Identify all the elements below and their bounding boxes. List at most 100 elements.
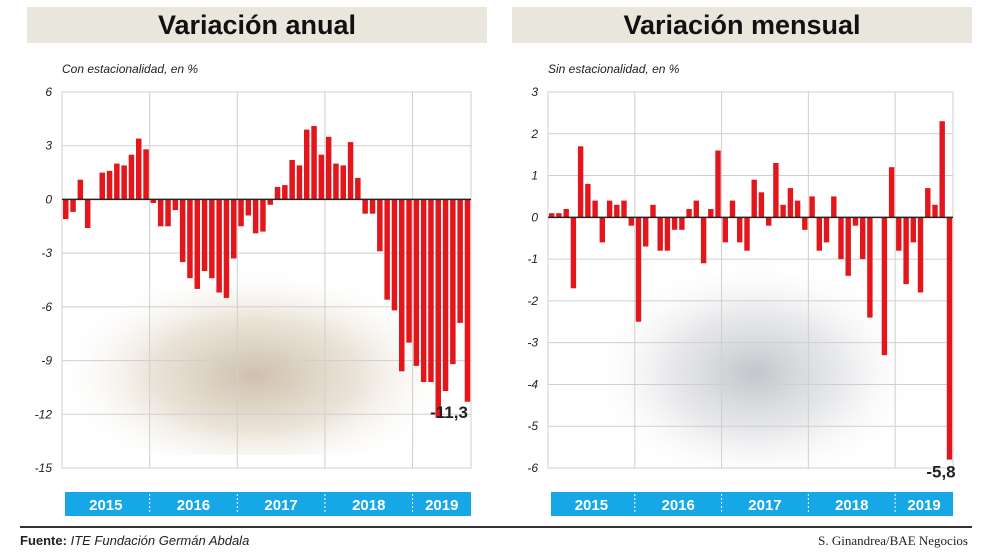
bar [384,199,390,300]
y-tick-label: 0 [45,192,52,206]
bar [693,200,699,218]
bar [457,199,463,323]
source-text: ITE Fundación Germán Abdala [70,533,250,548]
year-label: 2017 [748,497,781,514]
bar [114,163,120,200]
bar [84,199,91,228]
bar [377,199,383,252]
year-label: 2018 [835,497,868,514]
year-label: 2016 [177,497,210,514]
bar [585,183,591,218]
y-tick-label: -1 [527,252,538,266]
bar [428,199,434,382]
bar [391,199,398,311]
bar [128,154,135,200]
bar [340,165,346,200]
bar [888,167,895,218]
bar [442,199,449,391]
bar [77,179,84,200]
bar [318,154,325,200]
bar [845,217,851,276]
year-label: 2015 [89,497,122,514]
bar [939,121,945,218]
bar [311,126,317,200]
bar [274,186,281,200]
bar [435,199,441,418]
bar [773,163,779,218]
bar [333,163,339,200]
y-tick-label: -4 [527,377,538,391]
bar [172,199,179,211]
bar [852,217,859,226]
bar [99,172,105,200]
bar [406,199,412,343]
subtitle-annual: Con estacionalidad, en % [62,62,199,76]
y-tick-label: -2 [527,294,538,308]
y-tick-label: 1 [531,169,538,183]
bar [946,217,953,460]
bar [362,199,368,214]
bar [223,199,230,298]
credit: S. Ginandrea/BAE Negocios [818,533,968,548]
bar [150,199,157,203]
bar [252,199,259,234]
bar [201,199,208,271]
year-label: 2019 [907,497,940,514]
year-label: 2019 [425,497,458,514]
bar [369,199,376,214]
bar [635,217,642,322]
bar [787,188,794,218]
background-photo-supermarket [600,255,910,470]
bar [744,217,750,251]
bar [881,217,888,356]
bar [420,199,427,382]
bar [289,160,295,200]
bar [347,142,354,200]
bar [896,217,902,251]
bar [671,217,678,230]
bar [599,217,605,243]
bar [165,199,171,227]
bar [570,217,577,289]
bar [794,200,801,218]
bar [238,199,244,227]
bar [121,165,127,200]
bar [867,217,873,318]
bar [450,199,456,365]
bar [63,199,69,220]
bar [296,165,303,200]
bar [136,138,142,200]
bar [628,217,634,226]
bar [106,170,113,200]
last-value-label: -11,3 [430,403,468,422]
bar [722,217,728,243]
y-tick-label: -9 [41,354,52,368]
bar [464,199,471,402]
bar [143,149,149,200]
y-tick-label: -6 [527,461,538,475]
bar [70,199,76,212]
bar [355,177,361,200]
bar [592,200,598,218]
bar [260,199,266,232]
bar [802,217,808,230]
bar [216,199,222,293]
year-band [551,492,953,516]
bar [621,200,627,218]
bar [209,199,215,279]
bar [556,213,562,218]
bar [686,209,692,218]
bar [549,213,555,218]
bar [231,199,237,259]
bar [664,217,671,251]
bar [606,200,613,218]
bar [614,204,620,218]
chart-title-annual: Variación anual [27,7,487,43]
bar [157,199,164,227]
bar [282,185,288,200]
bar [860,217,866,260]
last-value-label: -5,8 [926,463,955,482]
source-label: Fuente: [20,533,67,548]
bar [823,217,830,243]
